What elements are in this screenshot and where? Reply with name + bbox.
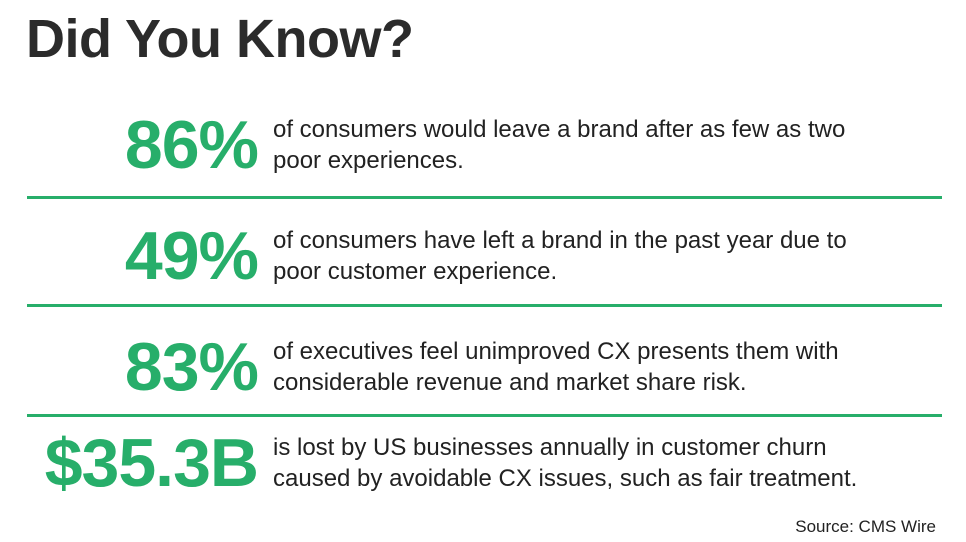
title: Did You Know? [26,9,414,69]
description-line: is lost by US businesses annually in cus… [273,434,827,461]
description-line: of consumers would leave a brand after a… [273,116,846,143]
stat-row: 49% of consumers have left a brand in the… [0,206,966,306]
divider [27,414,942,417]
divider [27,196,942,199]
description-line: of consumers have left a brand in the pa… [273,227,847,254]
description-line: of executives feel unimproved CX present… [273,338,839,365]
stat-row: 83% of executives feel unimproved CX pres… [0,317,966,417]
description-line: poor customer experience. [273,258,558,285]
stat-description: of executives feel unimproved CX present… [273,336,839,398]
stat-description: of consumers have left a brand in the pa… [273,225,847,287]
source: Source: CMS Wire [795,517,936,536]
description-line: caused by avoidable CX issues, such as f… [273,465,858,492]
divider [27,304,942,307]
description-line: poor experiences. [273,147,464,174]
stat-figure: 83% [124,329,259,405]
stat-description: of consumers would leave a brand after a… [273,114,845,176]
stat-description: is lost by US businesses annually in cus… [273,432,857,494]
stat-figure: 49% [124,218,259,294]
stat-row: $35.3B is lost by US businesses annually … [0,413,966,513]
stat-figure: $35.3B [44,425,259,501]
stat-row: 86% of consumers would leave a brand afte… [0,95,966,195]
stat-figure: 86% [124,107,259,183]
description-line: considerable revenue and market share ri… [273,369,747,396]
